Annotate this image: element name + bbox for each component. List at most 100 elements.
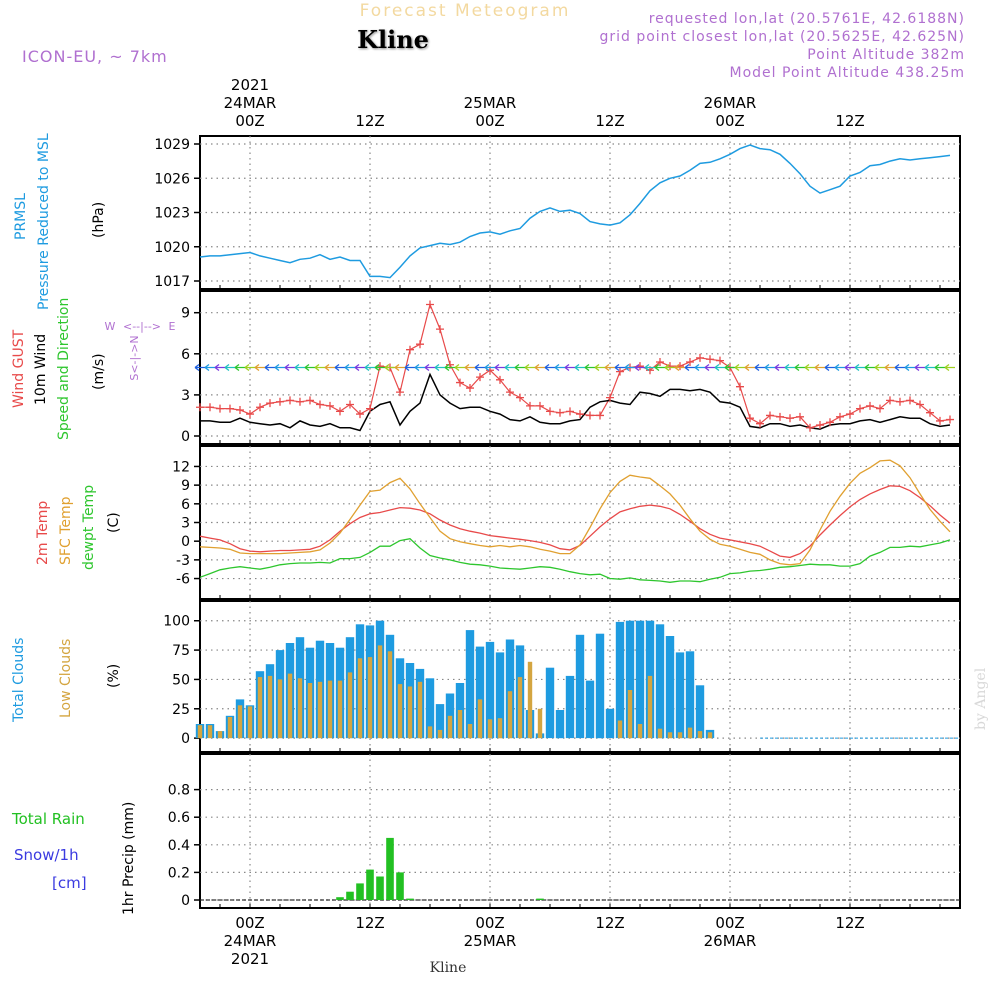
gust-marker	[256, 403, 264, 412]
total-cloud-bar	[485, 641, 495, 739]
wind-direction-arrow	[574, 363, 585, 372]
wind-direction-arrow	[654, 363, 665, 372]
wind-direction-arrow	[884, 363, 895, 372]
wind-direction-arrow	[384, 363, 395, 372]
model-altitude: Model Point Altitude 438.25m	[730, 65, 965, 81]
gust-marker	[206, 403, 214, 412]
wind-direction-arrow	[664, 363, 675, 372]
wind-direction-arrow	[904, 363, 915, 372]
gust-marker	[556, 408, 564, 417]
gust-marker	[566, 407, 574, 416]
gust-marker	[306, 396, 314, 405]
pressure-msl-label: Pressure Reduced to MSL	[36, 133, 52, 310]
gust-marker	[736, 382, 744, 391]
wind-direction-arrow	[344, 363, 355, 372]
low-cloud-bar	[197, 725, 203, 739]
low-cloud-bar	[377, 645, 383, 739]
temperature-ytick-label: -3	[176, 553, 190, 569]
wind-ytick-label: 9	[181, 306, 190, 322]
rain-bar	[376, 876, 384, 900]
gust-marker	[536, 401, 544, 410]
total-cloud-bar	[655, 624, 665, 739]
gust-marker	[866, 401, 874, 410]
point-altitude: Point Altitude 382m	[807, 47, 965, 63]
low-cloud-bar	[417, 681, 423, 739]
wind-direction-arrow	[604, 363, 615, 372]
gust-marker	[356, 410, 364, 419]
pressure-ytick-label: 1026	[154, 171, 190, 187]
wind-ytick-label: 3	[181, 388, 190, 404]
wind-direction-arrow	[414, 363, 425, 372]
wind-direction-arrow	[934, 363, 945, 372]
low-cloud-bar	[317, 681, 323, 739]
low-cloud-bar	[477, 699, 483, 739]
total-cloud-bar	[595, 633, 605, 739]
total-cloud-bar	[635, 620, 645, 739]
gust-marker	[236, 405, 244, 414]
pressure-line	[199, 144, 951, 279]
gust-marker	[476, 373, 484, 382]
wind-direction-arrow	[594, 363, 605, 372]
gust-marker	[466, 384, 474, 393]
top-time-label: 00Z	[235, 112, 264, 130]
wind-direction-arrow	[634, 363, 645, 372]
precip-ytick-label: 0.6	[168, 810, 190, 826]
bottom-time-label: 2021	[231, 950, 269, 968]
header-top-title: Forecast Meteogram	[360, 1, 571, 21]
clouds-labels: Total Clouds Low Clouds (%)	[11, 638, 122, 723]
gust-marker	[886, 396, 894, 405]
rain-bar	[336, 897, 344, 900]
precip-ytick-label: 0.4	[168, 838, 190, 854]
clouds-ytick-label: 0	[181, 731, 190, 747]
low-cloud-bar	[527, 661, 533, 739]
gust-marker	[576, 410, 584, 419]
snow-unit-label: [cm]	[52, 874, 87, 892]
low-cloud-bar	[287, 673, 293, 739]
total-cloud-bar	[685, 651, 695, 739]
wind-direction-arrow	[514, 363, 525, 372]
wind-direction-arrow	[214, 363, 225, 372]
total-cloud-bar	[585, 680, 595, 739]
gust-marker	[406, 345, 414, 354]
gust-marker	[426, 300, 434, 309]
pressure-ytick-label: 1029	[154, 137, 190, 153]
pressure-panel: 1017 1020 1023 1026 1029	[154, 135, 961, 290]
wind-direction-arrow	[554, 363, 565, 372]
gust-marker	[946, 415, 954, 424]
total-cloud-bar	[625, 620, 635, 739]
bottom-time-label: 00Z	[235, 914, 264, 932]
pressure-ytick-label: 1017	[154, 274, 190, 290]
low-cloud-bar	[327, 680, 333, 739]
precip-panel: 0 0.2 0.4 0.6 0.8	[168, 753, 961, 909]
wind-direction-arrow	[254, 363, 265, 372]
gust-marker	[826, 418, 834, 427]
gust-marker	[746, 414, 754, 423]
pressure-ytick-label: 1023	[154, 206, 190, 222]
total-cloud-bar	[495, 652, 505, 739]
top-time-label: 12Z	[595, 112, 624, 130]
wind-direction-arrow	[734, 363, 745, 372]
wind-10m-label: 10m Wind	[33, 334, 49, 405]
bottom-time-label: 26MAR	[704, 932, 757, 950]
model-label: ICON-EU, ~ 7km	[22, 47, 168, 66]
low-cloud-bar	[347, 672, 353, 739]
low-cloud-bar	[267, 675, 273, 739]
gust-marker	[796, 412, 804, 421]
temperature-ytick-label: 3	[181, 516, 190, 532]
low-cloud-bar	[647, 675, 653, 739]
rain-bar	[536, 898, 544, 900]
wind-direction-arrow	[794, 363, 805, 372]
gust-marker	[896, 397, 904, 406]
low-cloud-bar	[367, 657, 373, 739]
total-cloud-bar	[475, 646, 485, 739]
precip-ytick-label: 0.8	[168, 783, 190, 799]
gust-marker	[336, 407, 344, 416]
rain-bar	[396, 872, 404, 900]
wind-direction-arrow	[504, 363, 515, 372]
gust-marker	[326, 401, 334, 410]
gust-marker	[506, 388, 514, 397]
bottom-time-label: 12Z	[595, 914, 624, 932]
wind-direction-arrow	[754, 363, 765, 372]
low-cloud-bar	[437, 729, 443, 739]
